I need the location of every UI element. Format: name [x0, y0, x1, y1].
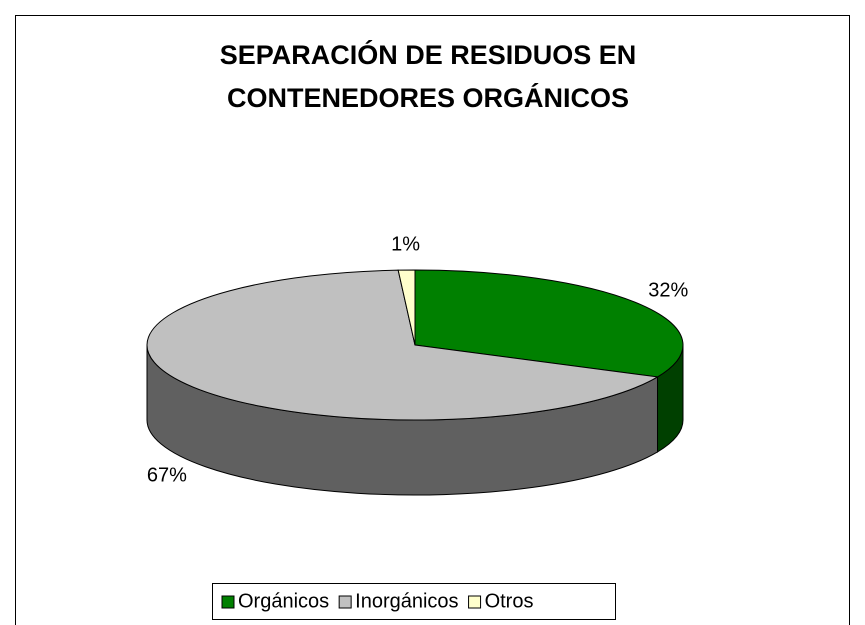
legend-swatch: [221, 595, 235, 609]
chart-title: SEPARACIÓN DE RESIDUOS EN: [220, 39, 637, 70]
data-label: 67%: [147, 464, 187, 486]
legend-label: Inorgánicos: [355, 590, 458, 612]
data-label: 32%: [648, 280, 688, 302]
slice: [414, 269, 684, 378]
slice: [146, 269, 659, 421]
legend-label: Otros: [485, 590, 534, 612]
data-label: 1%: [391, 233, 420, 255]
legend-swatch: [338, 595, 352, 609]
chart-title: CONTENEDORES ORGÁNICOS: [227, 82, 629, 113]
legend-swatch: [468, 595, 482, 609]
legend-box: [212, 583, 616, 620]
slice: [397, 269, 416, 346]
legend-label: Orgánicos: [238, 590, 329, 612]
